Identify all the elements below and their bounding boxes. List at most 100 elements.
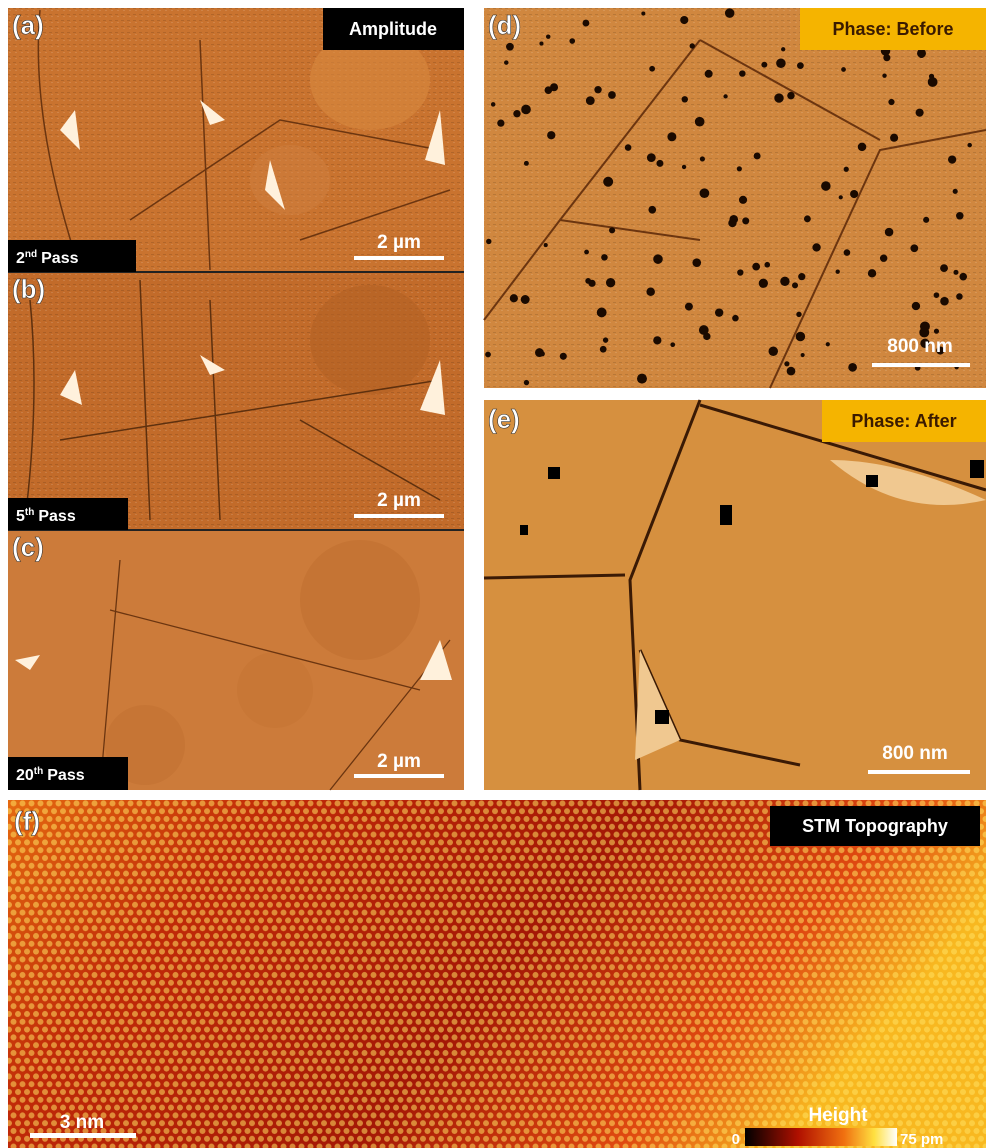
pit	[781, 47, 785, 51]
pit	[769, 347, 778, 356]
pit	[700, 156, 705, 161]
pass-word: Pass	[47, 767, 84, 784]
pit	[649, 66, 655, 72]
pit	[880, 254, 887, 261]
pit	[774, 93, 783, 102]
pit	[848, 363, 857, 372]
panel-e-image	[484, 400, 986, 790]
tag: Phase: After	[851, 411, 956, 431]
pit	[812, 243, 820, 251]
pit	[695, 117, 705, 127]
pit	[858, 143, 867, 152]
pit	[787, 92, 794, 99]
pass-label: 20thPass	[16, 766, 85, 784]
panel-f-image	[8, 800, 986, 1148]
pit	[839, 195, 843, 199]
pit	[890, 134, 898, 142]
pit	[885, 228, 894, 237]
pit	[608, 91, 616, 99]
pit	[584, 250, 589, 255]
pit	[821, 181, 831, 191]
scale-bar-label: 800 nm	[882, 743, 947, 764]
pit	[844, 167, 849, 172]
colorbar	[745, 1128, 897, 1146]
pass-word: Pass	[38, 508, 75, 525]
pass-num: 5	[16, 508, 25, 525]
pit	[868, 269, 876, 277]
pit	[546, 34, 550, 38]
panel-label: (f)	[14, 806, 40, 836]
pit	[737, 166, 742, 171]
pit	[912, 302, 920, 310]
pit	[506, 43, 514, 51]
pit	[934, 329, 939, 334]
pit	[910, 244, 918, 252]
panel-label: (c)	[12, 532, 44, 562]
pit	[703, 333, 710, 340]
scale-bar-label: 2 µm	[377, 751, 421, 772]
pit	[934, 292, 940, 298]
tag: STM Topography	[802, 816, 948, 836]
panel-label: (e)	[488, 404, 520, 434]
scale-bar	[354, 514, 444, 518]
pit	[801, 353, 805, 357]
pit	[601, 254, 608, 261]
pit	[586, 96, 595, 105]
pit	[796, 332, 806, 342]
pit	[491, 102, 495, 106]
pit	[826, 342, 830, 346]
pit	[739, 70, 745, 76]
tag: Phase: Before	[832, 19, 953, 39]
pit	[725, 8, 734, 17]
scale-bar-label: 800 nm	[887, 336, 952, 357]
pit	[797, 62, 804, 69]
pit	[545, 86, 553, 94]
pit	[682, 96, 688, 102]
pit	[759, 279, 768, 288]
pit	[513, 110, 520, 117]
pit	[761, 62, 767, 68]
pit	[521, 105, 531, 115]
pit	[510, 294, 518, 302]
pit	[656, 160, 663, 167]
pit	[648, 206, 656, 214]
pit	[641, 12, 645, 16]
pit	[776, 58, 786, 68]
pit	[685, 303, 693, 311]
pit	[959, 273, 967, 281]
panel-d-image	[484, 8, 986, 388]
pit	[923, 217, 929, 223]
pit	[653, 336, 661, 344]
pit	[754, 152, 761, 159]
pit	[929, 74, 934, 79]
pit	[715, 308, 723, 316]
pit	[583, 20, 590, 27]
pit	[728, 219, 736, 227]
scale-bar	[354, 774, 444, 778]
pit	[705, 70, 713, 78]
pass-sup: nd	[25, 249, 37, 260]
panel-label: (d)	[488, 10, 521, 40]
pit	[486, 239, 491, 244]
pit	[742, 217, 749, 224]
pit	[521, 295, 530, 304]
pit	[535, 348, 544, 357]
pit	[940, 264, 948, 272]
pit	[682, 165, 686, 169]
pit	[919, 52, 925, 58]
pit	[485, 352, 491, 358]
pit	[544, 243, 548, 247]
pit	[646, 287, 655, 296]
pass-sup: th	[34, 766, 43, 777]
pit	[680, 16, 688, 24]
pit	[920, 321, 930, 331]
pit	[764, 262, 770, 268]
pit	[547, 131, 555, 139]
pit	[653, 254, 663, 264]
pit	[804, 215, 811, 222]
scale-bar	[354, 256, 444, 260]
pit	[737, 269, 743, 275]
colorbar-title: Height	[808, 1105, 868, 1126]
pit	[752, 263, 760, 271]
pit	[667, 132, 676, 141]
